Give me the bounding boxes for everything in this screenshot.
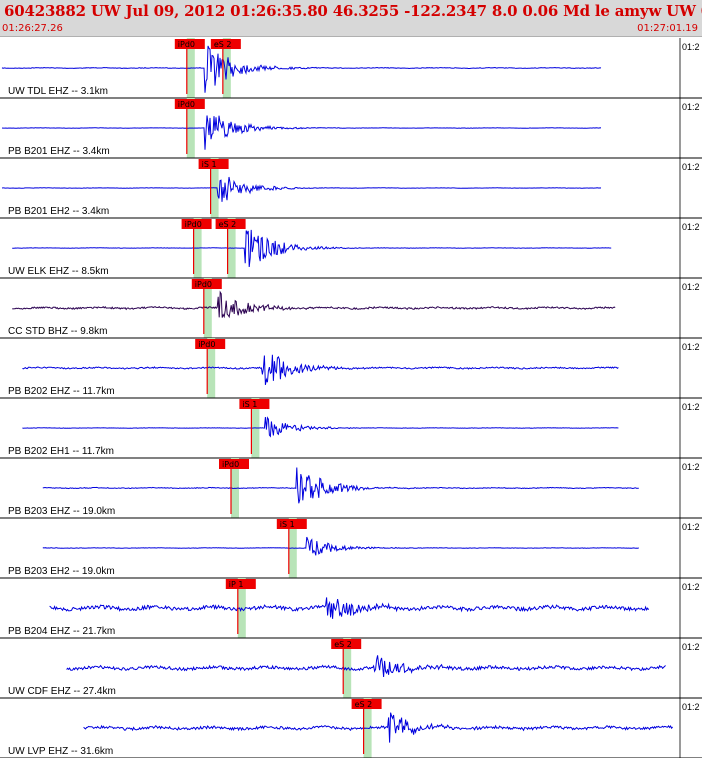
trace-panel[interactable]: eS 2 UW LVP EHZ -- 31.6km 01:2 bbox=[0, 698, 702, 758]
pick-label: eS 2 bbox=[355, 700, 373, 709]
time-tick-label: 01:2 bbox=[682, 42, 700, 52]
time-tick-label: 01:2 bbox=[682, 462, 700, 472]
pick-flag[interactable]: eS 2 bbox=[331, 639, 362, 694]
pick-flag-box bbox=[219, 459, 249, 469]
pick-flag-box bbox=[181, 219, 212, 229]
waveform bbox=[49, 597, 650, 619]
pick-label: iPd0 bbox=[195, 280, 212, 289]
station-label: UW TDL EHZ -- 3.1km bbox=[8, 86, 108, 97]
waveform bbox=[1, 176, 602, 202]
pick-flag-box bbox=[198, 159, 229, 169]
station-label: UW CDF EHZ -- 27.4km bbox=[8, 686, 116, 697]
pick-label: eS 2 bbox=[334, 640, 352, 649]
pick-label: iPd0 bbox=[178, 100, 195, 109]
pick-flag-box bbox=[215, 219, 246, 229]
trace-panel[interactable]: iPd0 eS 2 UW ELK EHZ -- 8.5km 01:2 bbox=[0, 218, 702, 279]
pick-window bbox=[343, 638, 352, 698]
time-tick-label: 01:2 bbox=[682, 162, 700, 172]
waveform bbox=[12, 290, 616, 319]
waveform bbox=[1, 115, 602, 150]
pick-label: eS 2 bbox=[214, 40, 232, 49]
event-title: 60423882 UW Jul 09, 2012 01:26:35.80 46.… bbox=[4, 2, 702, 20]
time-tick-label: 01:2 bbox=[682, 102, 700, 112]
waveform bbox=[1, 45, 602, 93]
station-label: PB B203 EH2 -- 19.0km bbox=[8, 566, 115, 577]
time-tick-label: 01:2 bbox=[682, 702, 700, 712]
pick-label: iPd0 bbox=[178, 40, 195, 49]
pick-label: iPd0 bbox=[198, 340, 215, 349]
window-start-time: 01:26:27.26 bbox=[2, 23, 63, 34]
station-label: PB B201 EHZ -- 3.4km bbox=[8, 146, 110, 157]
station-label: PB B203 EHZ -- 19.0km bbox=[8, 506, 115, 517]
pick-label: iS 1 bbox=[202, 160, 217, 169]
pick-flag-box bbox=[276, 519, 307, 529]
trace-panel[interactable]: iS 1 PB B203 EH2 -- 19.0km 01:2 bbox=[0, 518, 702, 579]
trace-panel[interactable]: iPd0 PB B203 EHZ -- 19.0km 01:2 bbox=[0, 458, 702, 519]
waveform bbox=[22, 416, 619, 438]
waveform bbox=[66, 655, 666, 678]
pick-label: eS 2 bbox=[219, 220, 237, 229]
pick-flag-box bbox=[351, 699, 382, 709]
pick-flag[interactable]: iS 1 bbox=[198, 159, 229, 214]
pick-flag-box bbox=[195, 339, 226, 349]
pick-flag[interactable]: iS 1 bbox=[239, 399, 270, 454]
pick-flag[interactable]: iPd0 bbox=[191, 279, 222, 334]
time-tick-label: 01:2 bbox=[682, 342, 700, 352]
pick-flag-box bbox=[239, 399, 270, 409]
station-label: PB B202 EH1 -- 11.7km bbox=[8, 446, 114, 457]
pick-label: iPd0 bbox=[222, 460, 239, 469]
pick-flag[interactable]: eS 2 bbox=[351, 699, 382, 754]
time-tick-label: 01:2 bbox=[682, 402, 700, 412]
pick-flag[interactable]: eS 2 bbox=[215, 219, 246, 274]
trace-panel[interactable]: iPd0 CC STD BHZ -- 9.8km 01:2 bbox=[0, 278, 702, 339]
pick-flag[interactable]: iPd0 bbox=[181, 219, 212, 274]
pick-flag-box bbox=[174, 99, 205, 109]
station-label: PB B202 EHZ -- 11.7km bbox=[8, 386, 115, 397]
pick-flag[interactable]: iPd0 bbox=[174, 39, 205, 94]
time-tick-label: 01:2 bbox=[682, 222, 700, 232]
pick-flag-box bbox=[225, 579, 256, 589]
station-label: PB B201 EH2 -- 3.4km bbox=[8, 206, 109, 217]
time-tick-label: 01:2 bbox=[682, 582, 700, 592]
time-tick-label: 01:2 bbox=[682, 522, 700, 532]
waveform bbox=[12, 229, 612, 268]
window-end-time: 01:27:01.19 bbox=[637, 23, 698, 34]
trace-panel[interactable]: eS 2 UW CDF EHZ -- 27.4km 01:2 bbox=[0, 638, 702, 699]
pick-flag[interactable]: eS 2 bbox=[210, 39, 241, 94]
pick-label: iS 1 bbox=[280, 520, 295, 529]
pick-flag-box bbox=[174, 39, 205, 49]
waveform bbox=[22, 354, 619, 385]
trace-panel[interactable]: iPd0 PB B201 EHZ -- 3.4km 01:2 bbox=[0, 98, 702, 159]
pick-flag[interactable]: iPd0 bbox=[195, 339, 226, 394]
waveform bbox=[42, 536, 639, 556]
pick-flag-box bbox=[210, 39, 241, 49]
time-tick-label: 01:2 bbox=[682, 282, 700, 292]
trace-panel[interactable]: iS 1 PB B202 EH1 -- 11.7km 01:2 bbox=[0, 398, 702, 459]
trace-panel[interactable]: iPd0 eS 2 UW TDL EHZ -- 3.1km 01:2 bbox=[0, 38, 702, 99]
pick-flag-box bbox=[331, 639, 362, 649]
pick-flag[interactable]: iPd0 bbox=[174, 99, 205, 154]
station-label: PB B204 EHZ -- 21.7km bbox=[8, 626, 115, 637]
waveform bbox=[42, 467, 639, 504]
pick-label: iS 1 bbox=[242, 400, 257, 409]
pick-flag-box bbox=[191, 279, 222, 289]
time-tick-label: 01:2 bbox=[682, 642, 700, 652]
trace-panel[interactable]: iS 1 PB B201 EH2 -- 3.4km 01:2 bbox=[0, 158, 702, 219]
trace-panel[interactable]: iPd0 PB B202 EHZ -- 11.7km 01:2 bbox=[0, 338, 702, 399]
pick-label: iPd0 bbox=[185, 220, 202, 229]
waveform bbox=[83, 712, 673, 743]
event-header: 60423882 UW Jul 09, 2012 01:26:35.80 46.… bbox=[0, 0, 702, 37]
trace-panel[interactable]: iP 1 PB B204 EHZ -- 21.7km 01:2 bbox=[0, 578, 702, 639]
station-label: CC STD BHZ -- 9.8km bbox=[8, 326, 107, 337]
pick-label: iP 1 bbox=[229, 580, 244, 589]
pick-flag[interactable]: iS 1 bbox=[276, 519, 307, 574]
station-label: UW LVP EHZ -- 31.6km bbox=[8, 746, 113, 757]
pick-flag[interactable]: iPd0 bbox=[219, 459, 249, 514]
pick-flag[interactable]: iP 1 bbox=[225, 579, 256, 634]
station-label: UW ELK EHZ -- 8.5km bbox=[8, 266, 109, 277]
